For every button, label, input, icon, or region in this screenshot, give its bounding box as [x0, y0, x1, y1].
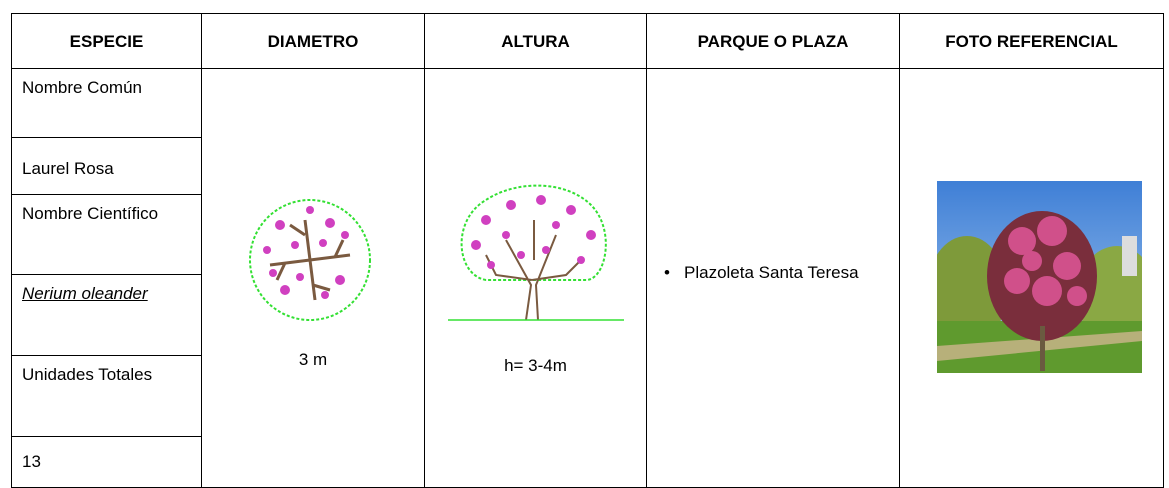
scientific-name: Nerium oleander [22, 284, 148, 303]
header-cell: DIAMETRO [201, 13, 425, 69]
height-label: h= 3-4m [504, 356, 567, 375]
species-cell: Nerium oleander [11, 274, 202, 356]
species-cell: Nombre Científico [11, 194, 202, 275]
header-cell: ESPECIE [11, 13, 202, 69]
species-cell: Unidades Totales [11, 355, 202, 437]
park-name: Plazoleta Santa Teresa [684, 263, 859, 282]
species-cell: 13 [11, 436, 202, 488]
header-cell: PARQUE O PLAZA [646, 13, 900, 69]
park-list-item: • Plazoleta Santa Teresa [664, 260, 886, 286]
reference-photo [937, 181, 1142, 373]
species-cell: Nombre Común [11, 68, 202, 138]
header-cell: FOTO REFERENCIAL [899, 13, 1164, 69]
species-cell: Laurel Rosa [11, 137, 202, 195]
tree-plan-drawing [249, 199, 371, 321]
tree-elevation-drawing [448, 184, 624, 321]
diameter-label: 3 m [298, 350, 328, 369]
header-cell: ALTURA [424, 13, 647, 69]
